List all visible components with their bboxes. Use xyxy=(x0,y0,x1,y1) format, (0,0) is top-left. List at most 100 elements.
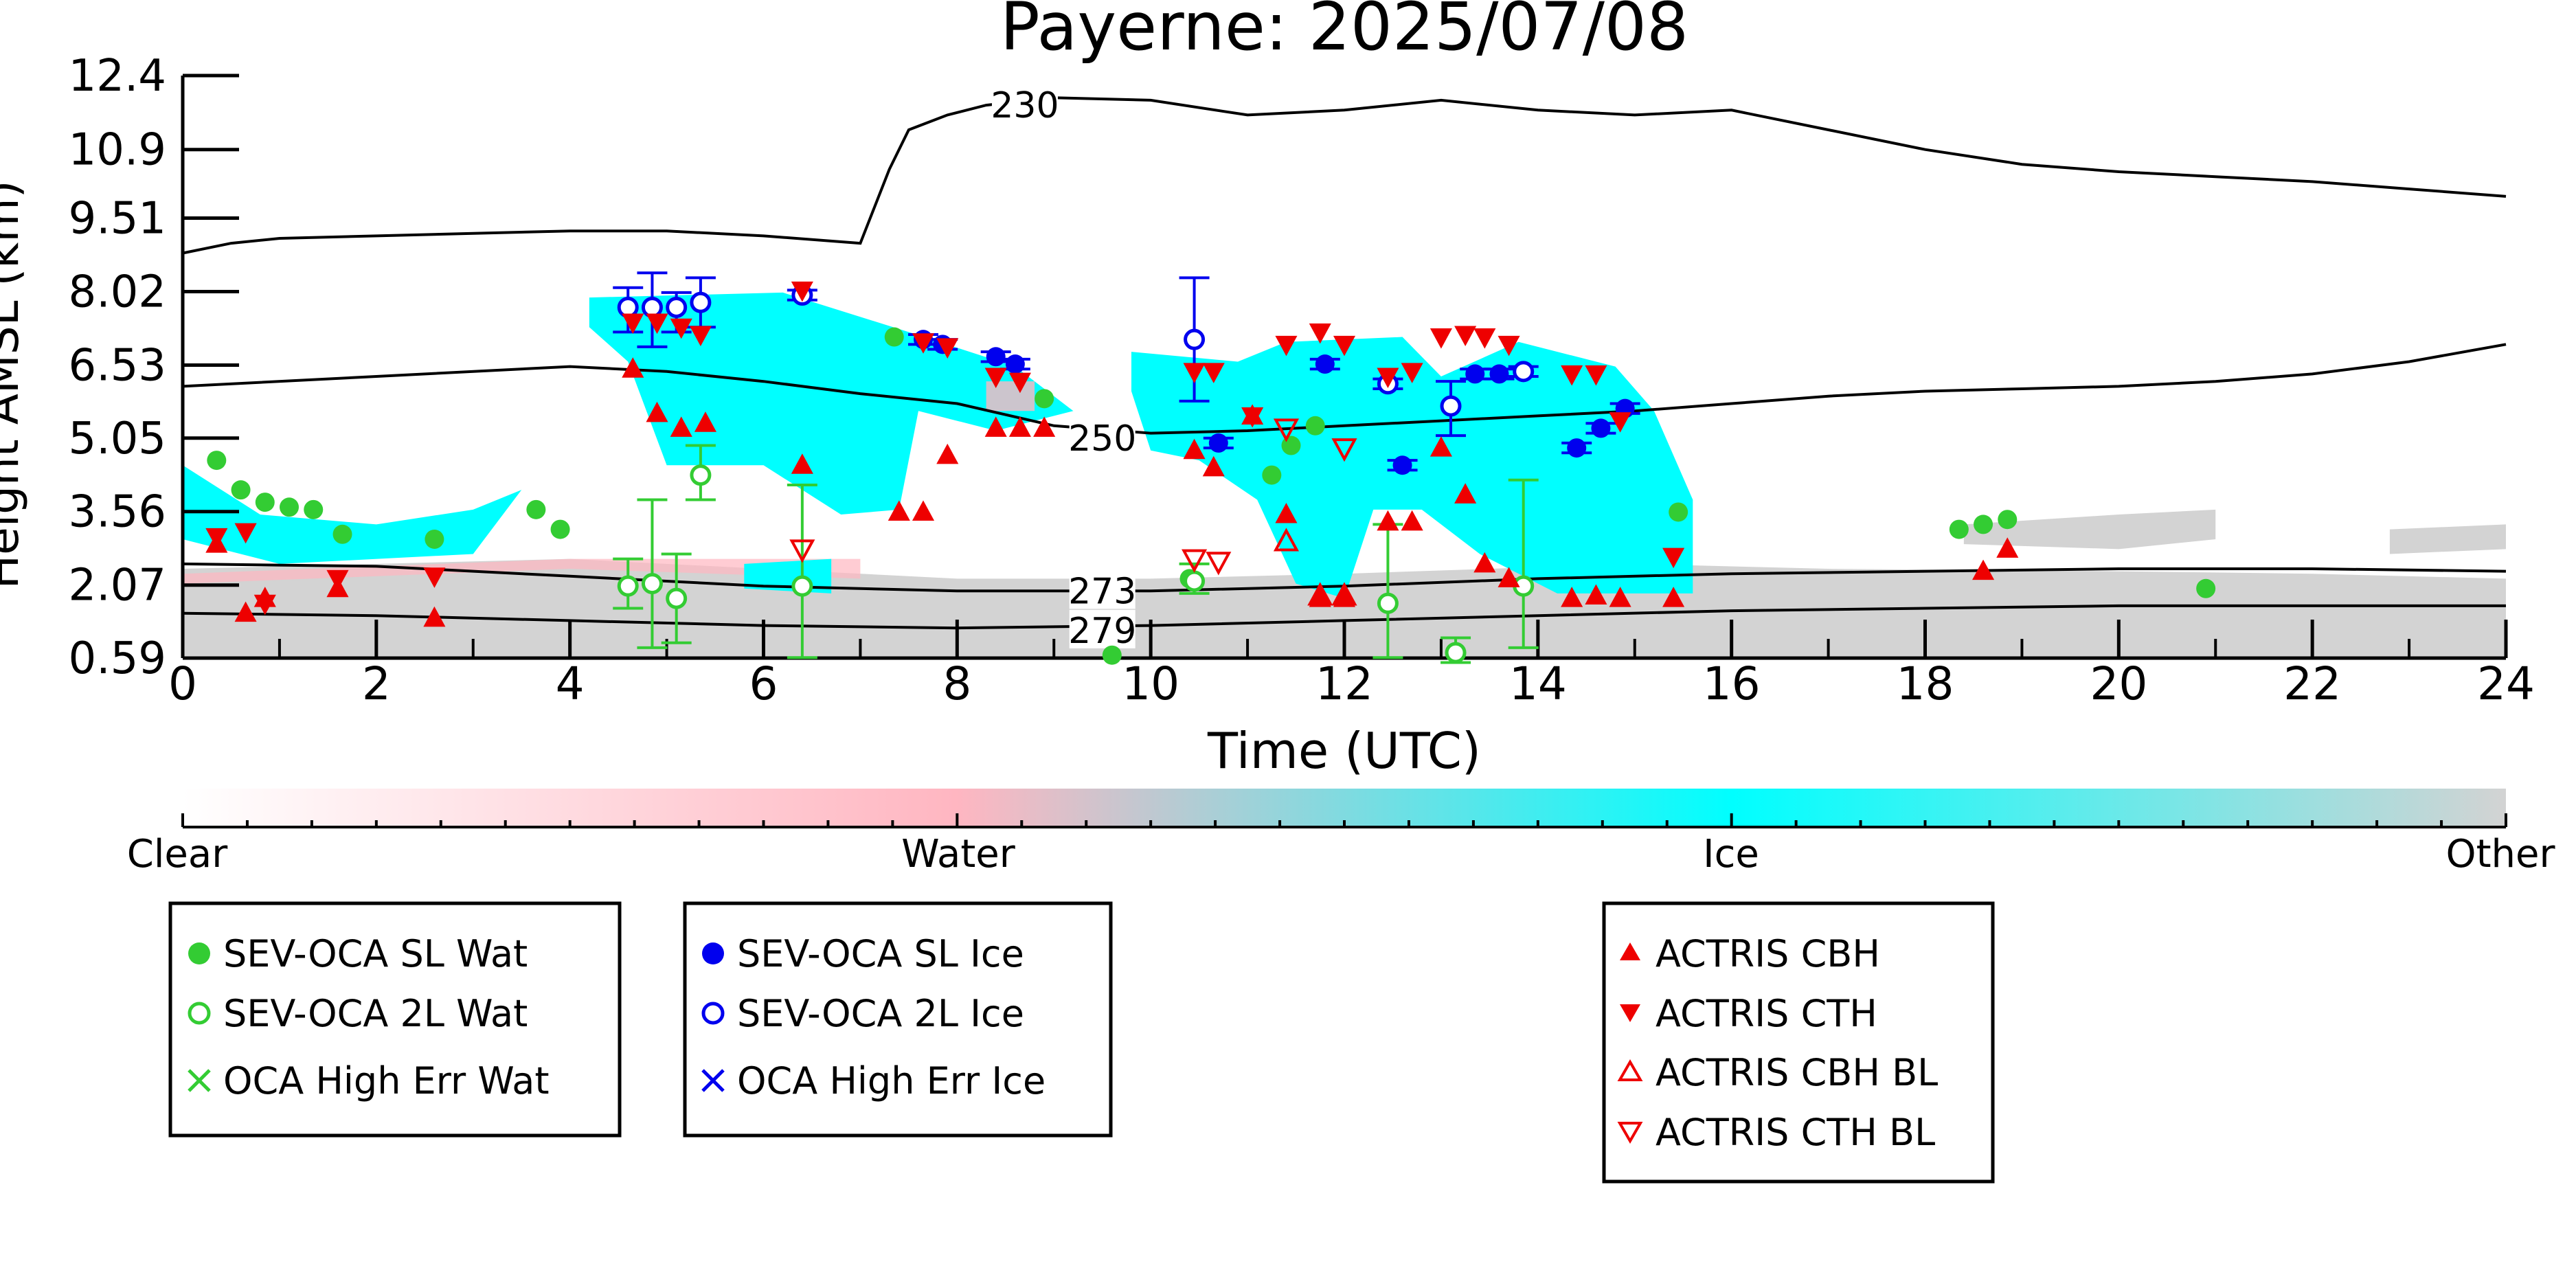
data-point xyxy=(1208,433,1228,453)
x-tick-label: 22 xyxy=(2283,657,2341,710)
data-point xyxy=(689,326,712,347)
data-point xyxy=(425,529,444,549)
data-point xyxy=(1998,510,2018,530)
colorbar-ticks xyxy=(181,813,2507,827)
y-tick-label: 2.07 xyxy=(69,561,167,611)
data-point xyxy=(936,338,959,359)
data-point xyxy=(1609,412,1631,433)
x-tick-label: 4 xyxy=(556,657,585,710)
x-tick-label: 6 xyxy=(749,657,778,710)
data-point xyxy=(1454,483,1477,504)
data-point xyxy=(936,443,959,464)
data-point xyxy=(1974,515,1993,534)
data-point xyxy=(1202,455,1225,477)
data-point xyxy=(1202,363,1225,383)
x-tick-label: 2 xyxy=(362,657,391,710)
legend-marker-blue-x xyxy=(701,1069,725,1092)
data-point xyxy=(1669,502,1688,522)
x-tick-label: 24 xyxy=(2477,657,2535,710)
data-point xyxy=(304,499,324,519)
data-point xyxy=(666,587,688,609)
legend-marker-red-open-triangle-down xyxy=(1617,1122,1643,1144)
isotherm-line xyxy=(182,343,2507,435)
data-point xyxy=(1102,645,1122,665)
isotherm-label: 279 xyxy=(1068,611,1136,652)
data-point xyxy=(1273,418,1300,442)
y-tick-label: 8.02 xyxy=(69,267,167,317)
x-tick-label: 20 xyxy=(2090,657,2147,710)
data-point xyxy=(1662,587,1685,607)
data-point xyxy=(2196,578,2216,598)
data-point xyxy=(694,411,716,432)
data-point xyxy=(1498,335,1520,357)
isotherm-line xyxy=(182,96,2507,255)
data-point xyxy=(1281,436,1301,455)
data-point xyxy=(1473,552,1496,573)
y-tick-label: 9.51 xyxy=(69,194,167,245)
water-phase-region xyxy=(986,381,1035,411)
data-point xyxy=(1445,642,1467,664)
legend-marker-red-triangle-up xyxy=(1620,942,1640,960)
y-tick-label: 12.4 xyxy=(69,51,167,102)
data-point xyxy=(617,575,639,597)
colorbar-label-clear: Clear xyxy=(127,832,228,877)
data-point xyxy=(791,575,813,597)
legend-water-frame xyxy=(168,901,622,1138)
data-point xyxy=(1489,364,1509,384)
data-point xyxy=(423,606,446,627)
data-point xyxy=(1315,354,1335,374)
data-markers xyxy=(205,271,2216,665)
data-point xyxy=(1567,438,1587,458)
data-point xyxy=(1008,372,1031,394)
data-point xyxy=(1430,436,1452,457)
legend-label: ACTRIS CBH BL xyxy=(1656,1051,1938,1094)
water-phase-region xyxy=(183,558,861,584)
data-point xyxy=(253,594,276,615)
data-point xyxy=(1401,363,1423,383)
isotherm-label-background xyxy=(991,84,1058,124)
data-point xyxy=(1008,416,1031,437)
data-point xyxy=(423,567,446,588)
isotherm-label-background xyxy=(1069,570,1136,609)
data-point xyxy=(666,296,688,318)
data-point xyxy=(690,464,712,486)
y-tick-label: 6.53 xyxy=(69,340,167,391)
x-axis-label: Time (UTC) xyxy=(1207,722,1481,780)
y-tick-label: 3.56 xyxy=(69,487,167,538)
data-point xyxy=(550,519,570,539)
isotherm-label: 273 xyxy=(1068,571,1136,612)
data-point xyxy=(332,524,352,544)
data-point xyxy=(1561,587,1583,607)
data-point xyxy=(1035,389,1054,409)
x-tick-label: 14 xyxy=(1509,657,1567,710)
legend-label: SEV-OCA 2L Ice xyxy=(737,992,1024,1035)
data-point xyxy=(1333,335,1356,357)
data-point xyxy=(984,368,1007,389)
legend-water: SEV-OCA SL Wat SEV-OCA 2L Wat OCA High E… xyxy=(168,901,622,1138)
data-point xyxy=(1585,365,1607,386)
x-tick-label: 18 xyxy=(1897,657,1954,710)
legend-marker-red-open-triangle-up xyxy=(1617,1059,1643,1081)
y-axis-label: Height AMSL (km) xyxy=(0,181,29,589)
legend-marker-filled-green-circle xyxy=(188,942,210,964)
data-point xyxy=(1440,395,1462,417)
y-tick-label: 5.05 xyxy=(69,414,167,464)
data-point xyxy=(234,523,257,544)
isotherm-label: 230 xyxy=(991,85,1059,126)
data-point xyxy=(1377,592,1399,614)
isotherm-label-background xyxy=(1069,417,1136,456)
data-point xyxy=(1182,549,1208,573)
x-tick-label: 0 xyxy=(168,657,197,710)
other-phase-region xyxy=(2389,524,2506,554)
data-point xyxy=(912,333,935,354)
legend-label: ACTRIS CTH BL xyxy=(1656,1111,1935,1154)
data-point xyxy=(791,281,813,302)
x-tick-label: 12 xyxy=(1315,657,1373,710)
x-tick-label: 16 xyxy=(1703,657,1761,710)
colorbar-label-water: Water xyxy=(901,832,1016,877)
legend-label: OCA High Err Ice xyxy=(737,1059,1046,1103)
legend-ice-frame xyxy=(683,901,1113,1138)
data-point xyxy=(1561,365,1583,386)
colorbar-label-other: Other xyxy=(2445,832,2555,877)
